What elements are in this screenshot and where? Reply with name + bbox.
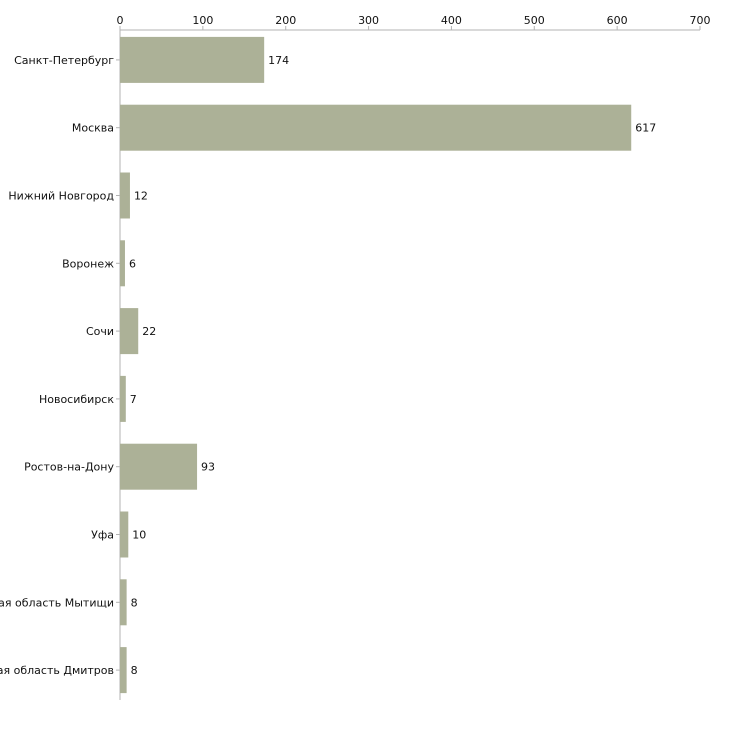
category-label: Воронеж (62, 257, 114, 270)
bar-value-label: 22 (142, 325, 156, 338)
bar (120, 308, 139, 355)
x-tick-label: 300 (358, 14, 379, 27)
x-tick-label: 200 (275, 14, 296, 27)
bar-value-label: 7 (130, 393, 137, 406)
bar (120, 172, 130, 219)
x-tick-label: 100 (192, 14, 213, 27)
bar (120, 36, 265, 83)
x-tick-label: 500 (524, 14, 545, 27)
y-axis (116, 30, 121, 700)
bar-value-label: 8 (131, 596, 138, 609)
bar-value-label: 93 (201, 461, 215, 474)
category-label: Уфа (91, 529, 114, 542)
bar (120, 240, 125, 287)
labels-group: Санкт-Петербург 174 Москва 617 Нижний Новгор… (0, 54, 656, 677)
category-label: Москва (72, 122, 114, 135)
bar-value-label: 617 (635, 122, 656, 135)
bar-value-label: 8 (131, 664, 138, 677)
category-label: Сочи (86, 325, 114, 338)
bar-value-label: 12 (134, 190, 148, 203)
bars-group (120, 36, 632, 694)
bar (120, 579, 127, 626)
bar (120, 647, 127, 694)
x-tick-label: 700 (690, 14, 711, 27)
x-tick-label: 0 (117, 14, 124, 27)
category-label: Нижний Новгород (8, 190, 114, 203)
bar (120, 375, 126, 422)
category-label: Ростов-на-Дону (24, 461, 114, 474)
bar-value-label: 6 (129, 257, 136, 270)
x-axis: 0 100 200 300 400 500 600 700 (117, 14, 711, 31)
category-label: Московская область Мытищи (0, 596, 114, 609)
x-tick-label: 600 (607, 14, 628, 27)
x-tick-label: 400 (441, 14, 462, 27)
category-label: Санкт-Петербург (14, 54, 114, 67)
category-label: Московская область Дмитров (0, 664, 114, 677)
bar (120, 104, 632, 151)
bar (120, 443, 198, 490)
bar (120, 511, 129, 558)
bar-value-label: 10 (132, 529, 146, 542)
bar-value-label: 174 (268, 54, 289, 67)
category-label: Новосибирск (39, 393, 114, 406)
